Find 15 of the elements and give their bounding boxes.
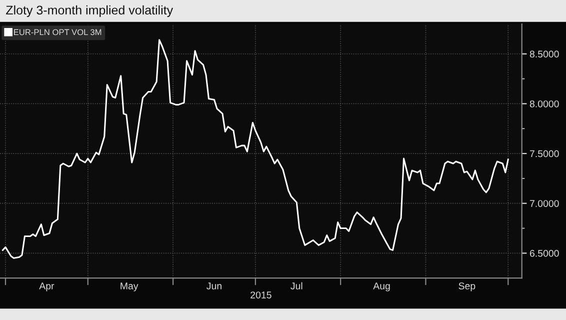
x-tick-label: Aug	[373, 282, 390, 292]
y-tick-label: 6.5000	[530, 250, 559, 257]
y-tick-label: 7.0000	[530, 200, 559, 207]
x-tick-label: Sep	[458, 282, 476, 292]
x-tick-label: Apr	[39, 282, 54, 292]
x-tick-label: May	[120, 282, 138, 292]
chart-title: Zloty 3-month implied volatility	[6, 5, 174, 18]
x-axis-title: 2015	[250, 292, 272, 298]
y-tick-label: 8.5000	[530, 50, 559, 58]
legend-label: EUR-PLN OPT VOL 3M	[14, 29, 102, 36]
y-tick-label: 7.5000	[530, 150, 559, 158]
x-tick-label: Jul	[290, 282, 302, 290]
x-tick-label: Jun	[206, 282, 222, 290]
line-series	[2, 39, 509, 259]
y-tick-label: 8.0000	[530, 100, 559, 108]
